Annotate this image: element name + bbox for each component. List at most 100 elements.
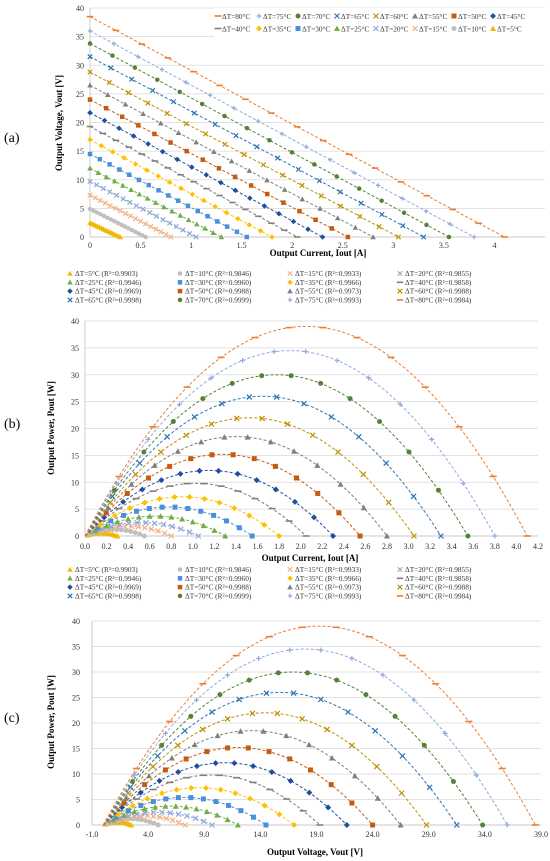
legend-label: ΔT=70°C [302,12,330,21]
data-point [105,215,110,220]
data-point [140,206,146,212]
data-point [143,818,149,824]
data-point [125,814,132,821]
data-point [271,349,277,355]
data-point [114,533,121,539]
legend-marker [177,593,183,599]
legend-label: ΔT=40°C [222,25,250,34]
data-point [94,210,100,215]
ytick-label: 35 [76,33,84,42]
data-point [125,516,132,522]
data-point [157,814,163,821]
xtick-label: 2.0 [296,542,306,551]
data-point [128,481,135,487]
data-point [268,768,275,775]
legend-label: ΔT=65°C [341,12,369,21]
legend-label: ΔT=10°C [458,25,486,34]
ytick-label: 20 [76,119,84,128]
data-point [401,210,407,216]
data-point [191,413,198,420]
legend-marker [287,575,293,582]
data-point [107,189,113,195]
data-point [132,65,138,70]
xtick-label: 1.0 [188,542,198,551]
data-point [504,822,510,828]
data-point [123,528,129,534]
data-point [294,475,300,481]
data-point [145,475,151,481]
data-point [141,533,147,539]
legend-marker [334,13,340,19]
data-point [186,493,193,500]
data-point [121,512,127,518]
data-point [222,533,229,539]
data-point [301,400,307,407]
data-point [169,817,176,824]
data-point [247,195,253,201]
data-point [116,125,122,132]
ytick-label: 30 [71,371,79,380]
data-point [209,709,215,715]
data-point [328,782,334,788]
data-point [295,166,302,173]
data-point [166,179,173,186]
xtick-label: 2 [290,241,294,250]
data-point [167,463,173,469]
data-point [318,380,324,386]
data-point [108,518,114,524]
data-point [120,498,127,505]
data-point [276,811,283,818]
data-point [307,767,313,773]
data-point [122,210,129,217]
data-point [175,768,182,775]
xtick-label: 0.5 [136,241,146,250]
data-point [218,234,225,240]
data-point [104,92,111,98]
data-point [194,221,200,227]
data-point [146,506,152,512]
data-point [87,53,93,60]
legend-marker [67,593,73,599]
ytick-label: 20 [71,425,79,434]
data-point [193,763,200,770]
legend-marker [287,288,293,294]
data-point [232,174,238,180]
data-point [173,786,180,793]
data-point [380,672,386,678]
data-point [171,493,178,500]
data-point [240,357,246,363]
data-point [442,730,448,736]
data-point [248,183,254,188]
data-point [213,799,219,805]
data-point [460,480,466,486]
ytick-label: 10 [72,770,80,779]
data-point [144,795,151,802]
data-point [411,533,417,539]
data-point [288,373,294,379]
data-point [172,504,178,510]
legend-label: ΔT=65°C (R²=0.9998) [75,295,142,304]
legend-label: ΔT=80°C (R²=0.9984) [405,295,472,304]
data-point [151,462,158,468]
data-point [263,690,270,697]
legend-marker [287,270,293,277]
data-point [136,191,143,197]
chart-c-xlabel: Output Voltage, Vout [V] [267,847,363,857]
data-point [141,524,148,531]
legend-marker [287,566,293,573]
data-point [131,772,137,778]
xtick-label: 3.6 [468,542,478,551]
data-point [125,808,131,814]
legend-label: ΔT=50°C [458,12,486,21]
data-point [374,795,381,801]
xtick-label: 0.2 [102,542,112,551]
data-point [373,763,380,770]
data-point [168,234,174,240]
data-point [168,514,175,520]
legend-label: ΔT=20°C (R²=0.9855) [405,269,472,278]
legend-marker [397,270,403,277]
data-point [447,221,453,227]
fit-line [89,30,475,238]
data-point [192,815,199,822]
data-point [398,790,405,797]
